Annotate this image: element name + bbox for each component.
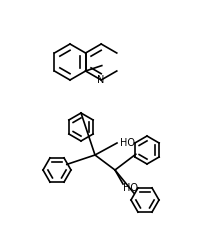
Text: HO: HO xyxy=(123,183,138,193)
Text: HO: HO xyxy=(120,138,135,148)
Text: N: N xyxy=(98,75,105,85)
